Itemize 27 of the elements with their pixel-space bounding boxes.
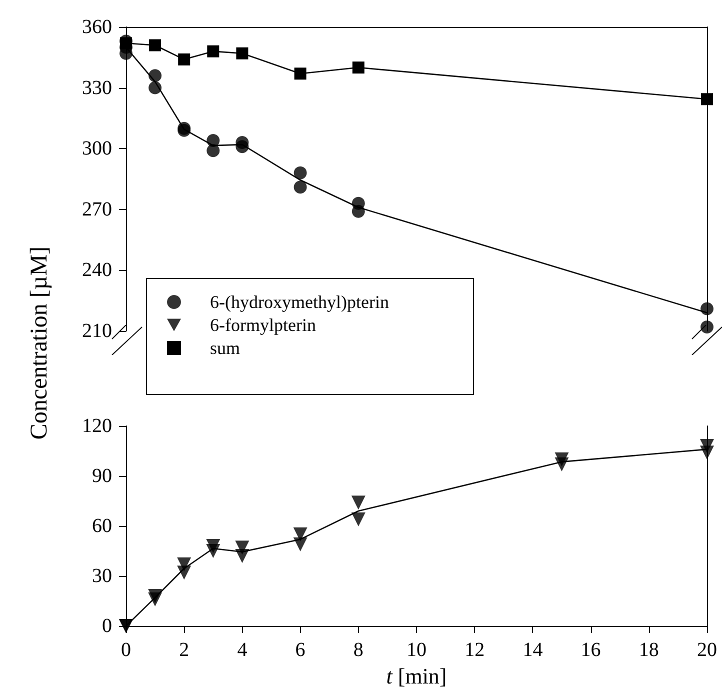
x-tick-label: 6	[295, 639, 306, 661]
legend-label: 6-formylpterin	[210, 315, 316, 335]
y-tick-label: 210	[82, 320, 112, 342]
x-tick-label: 0	[121, 639, 131, 661]
y-axis-title: Concentration [µM]	[26, 246, 54, 440]
x-tick-label: 20	[697, 639, 717, 661]
x-tick-label: 12	[464, 639, 485, 661]
y-tick-label: 120	[82, 415, 112, 437]
legend-label: 6-(hydroxymethyl)pterin	[210, 292, 389, 312]
y-tick-label: 270	[82, 198, 112, 220]
x-axis-title: t [min]	[386, 663, 447, 688]
x-tick-label: 18	[638, 639, 659, 661]
x-tick-label: 8	[353, 639, 364, 661]
x-tick-label: 14	[522, 639, 543, 661]
y-tick-label: 0	[102, 615, 112, 637]
y-tick-label: 30	[92, 565, 112, 587]
x-tick-label: 4	[237, 639, 248, 661]
y-tick-label: 90	[92, 465, 112, 487]
x-tick-label: 10	[406, 639, 426, 661]
y-tick-label: 300	[82, 138, 112, 160]
legend-label: sum	[210, 338, 240, 358]
x-tick-label: 2	[179, 639, 190, 661]
y-tick-label: 60	[92, 515, 112, 537]
y-tick-label: 330	[82, 76, 112, 99]
y-tick-label: 360	[82, 16, 112, 38]
y-tick-label: 240	[82, 259, 112, 282]
x-tick-label: 16	[580, 639, 601, 661]
